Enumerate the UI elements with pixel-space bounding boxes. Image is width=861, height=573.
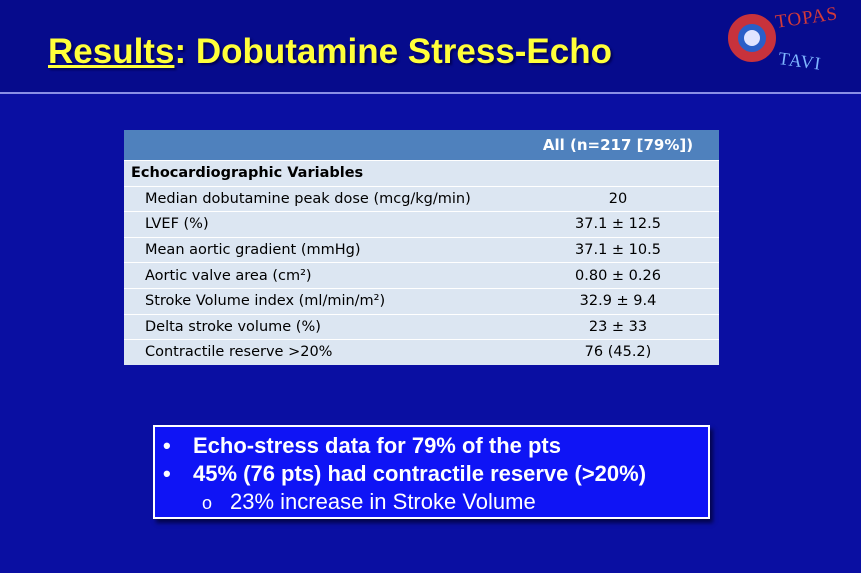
row-value: 37.1 ± 12.5 xyxy=(517,211,719,238)
summary-bullet: • Echo-stress data for 79% of the pts xyxy=(163,433,561,459)
logo-text-tavi: TAVI xyxy=(777,48,823,74)
title-band xyxy=(0,0,861,92)
title-underlined-word: Results xyxy=(48,32,175,71)
title-rest: : Dobutamine Stress-Echo xyxy=(174,32,613,71)
table-section-row: Echocardiographic Variables xyxy=(124,160,719,187)
table-section-empty xyxy=(517,160,719,187)
row-label: Delta stroke volume (%) xyxy=(124,313,517,340)
row-value: 37.1 ± 10.5 xyxy=(517,236,719,263)
row-value: 20 xyxy=(517,185,719,212)
row-label: Contractile reserve >20% xyxy=(124,339,517,365)
table-header-label xyxy=(124,130,517,161)
row-label: Stroke Volume index (ml/min/m²) xyxy=(124,287,517,315)
logo-ring-icon xyxy=(728,14,776,62)
row-label: Aortic valve area (cm²) xyxy=(124,262,517,289)
row-label: Median dobutamine peak dose (mcg/kg/min) xyxy=(124,185,517,212)
title-divider xyxy=(0,92,861,94)
table-section-title: Echocardiographic Variables xyxy=(124,160,517,187)
bullet-dot-icon: • xyxy=(163,433,171,458)
row-value: 32.9 ± 9.4 xyxy=(517,287,719,315)
table-row: Mean aortic gradient (mmHg) 37.1 ± 10.5 xyxy=(124,236,719,263)
slide-title: Results: Dobutamine Stress-Echo xyxy=(48,32,612,72)
table-header-row: All (n=217 [79%]) xyxy=(124,130,719,161)
row-label: Mean aortic gradient (mmHg) xyxy=(124,236,517,263)
results-table: All (n=217 [79%]) Echocardiographic Vari… xyxy=(124,130,719,365)
table-row: Delta stroke volume (%) 23 ± 33 xyxy=(124,313,719,340)
table-row: LVEF (%) 37.1 ± 12.5 xyxy=(124,211,719,238)
table-row: Median dobutamine peak dose (mcg/kg/min)… xyxy=(124,185,719,212)
row-value: 23 ± 33 xyxy=(517,313,719,340)
bullet-text: 45% (76 pts) had contractile reserve (>2… xyxy=(193,461,647,486)
row-value: 76 (45.2) xyxy=(517,339,719,365)
table-header-all: All (n=217 [79%]) xyxy=(517,130,719,161)
bullet-dot-icon: • xyxy=(163,461,171,486)
bullet-text: Echo-stress data for 79% of the pts xyxy=(193,433,561,458)
topas-tavi-logo: TOPAS TAVI xyxy=(724,3,854,74)
summary-bullet: • 45% (76 pts) had contractile reserve (>… xyxy=(163,461,646,487)
sub-bullet-text: 23% increase in Stroke Volume xyxy=(230,489,536,514)
summary-box: • Echo-stress data for 79% of the pts • 45… xyxy=(153,425,710,519)
table-row: Stroke Volume index (ml/min/m²) 32.9 ± 9… xyxy=(124,287,719,315)
sub-bullet-circle-icon: o xyxy=(202,493,213,513)
summary-sub-bullet: o 23% increase in Stroke Volume xyxy=(202,489,536,515)
table-row: Aortic valve area (cm²) 0.80 ± 0.26 xyxy=(124,262,719,289)
row-value: 0.80 ± 0.26 xyxy=(517,262,719,289)
table-row: Contractile reserve >20% 76 (45.2) xyxy=(124,339,719,365)
row-label: LVEF (%) xyxy=(124,211,517,238)
